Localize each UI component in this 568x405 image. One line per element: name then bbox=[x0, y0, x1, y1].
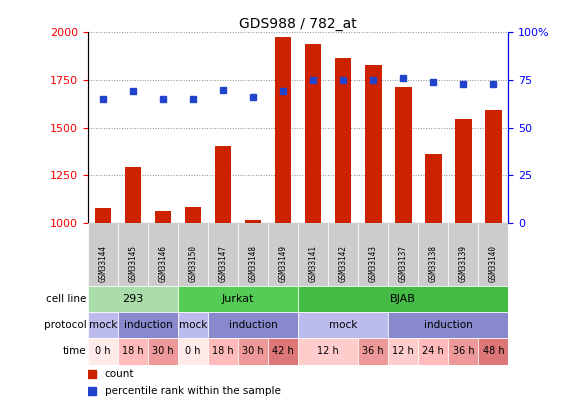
Text: cell line: cell line bbox=[46, 294, 86, 304]
Text: mock: mock bbox=[329, 320, 357, 330]
Text: count: count bbox=[105, 369, 135, 379]
Bar bbox=[178, 338, 208, 365]
Text: protocol: protocol bbox=[44, 320, 86, 330]
Text: 48 h: 48 h bbox=[483, 346, 504, 356]
Bar bbox=[245, 220, 261, 223]
Text: GSM33143: GSM33143 bbox=[369, 245, 378, 282]
Bar bbox=[88, 223, 118, 286]
Bar bbox=[485, 111, 502, 223]
Text: 36 h: 36 h bbox=[362, 346, 384, 356]
Bar bbox=[418, 338, 448, 365]
Bar bbox=[335, 58, 352, 223]
Text: 18 h: 18 h bbox=[212, 346, 234, 356]
Bar bbox=[455, 119, 471, 223]
Text: 36 h: 36 h bbox=[453, 346, 474, 356]
Bar bbox=[298, 338, 358, 365]
Text: percentile rank within the sample: percentile rank within the sample bbox=[105, 386, 281, 396]
Bar bbox=[275, 37, 291, 223]
Text: GSM33140: GSM33140 bbox=[489, 245, 498, 282]
Text: mock: mock bbox=[179, 320, 207, 330]
Bar bbox=[358, 223, 389, 286]
Text: 24 h: 24 h bbox=[423, 346, 444, 356]
Bar bbox=[328, 223, 358, 286]
Text: GSM33139: GSM33139 bbox=[459, 245, 468, 282]
Bar bbox=[268, 223, 298, 286]
Bar bbox=[305, 44, 321, 223]
Bar bbox=[448, 338, 478, 365]
Text: Jurkat: Jurkat bbox=[222, 294, 254, 304]
Bar bbox=[395, 87, 412, 223]
Text: induction: induction bbox=[424, 320, 473, 330]
Bar bbox=[148, 223, 178, 286]
Text: 30 h: 30 h bbox=[243, 346, 264, 356]
Bar bbox=[208, 223, 238, 286]
Bar bbox=[118, 338, 148, 365]
Bar bbox=[148, 338, 178, 365]
Bar bbox=[298, 286, 508, 312]
Text: GSM33146: GSM33146 bbox=[158, 245, 168, 282]
Text: GSM33149: GSM33149 bbox=[279, 245, 287, 282]
Text: 0 h: 0 h bbox=[95, 346, 111, 356]
Bar bbox=[365, 65, 382, 223]
Bar bbox=[389, 223, 418, 286]
Bar bbox=[478, 223, 508, 286]
Text: 0 h: 0 h bbox=[185, 346, 201, 356]
Text: GSM33137: GSM33137 bbox=[399, 245, 408, 282]
Text: 30 h: 30 h bbox=[152, 346, 174, 356]
Text: induction: induction bbox=[229, 320, 278, 330]
Bar bbox=[389, 338, 418, 365]
Bar bbox=[298, 223, 328, 286]
Bar bbox=[448, 223, 478, 286]
Bar bbox=[298, 312, 389, 338]
Text: BJAB: BJAB bbox=[390, 294, 416, 304]
Text: GSM33145: GSM33145 bbox=[128, 245, 137, 282]
Bar bbox=[118, 223, 148, 286]
Bar bbox=[178, 223, 208, 286]
Text: 293: 293 bbox=[123, 294, 144, 304]
Bar bbox=[478, 338, 508, 365]
Bar bbox=[418, 223, 448, 286]
Bar bbox=[95, 209, 111, 223]
Bar bbox=[88, 338, 118, 365]
Bar bbox=[238, 223, 268, 286]
Bar bbox=[88, 312, 118, 338]
Bar bbox=[215, 146, 231, 223]
Bar bbox=[208, 312, 298, 338]
Text: GSM33142: GSM33142 bbox=[339, 245, 348, 282]
Bar bbox=[155, 211, 172, 223]
Bar bbox=[125, 166, 141, 223]
Bar bbox=[178, 312, 208, 338]
Bar bbox=[208, 338, 238, 365]
Bar bbox=[358, 338, 389, 365]
Text: induction: induction bbox=[124, 320, 173, 330]
Bar bbox=[389, 312, 508, 338]
Text: mock: mock bbox=[89, 320, 117, 330]
Bar bbox=[268, 338, 298, 365]
Bar bbox=[238, 338, 268, 365]
Text: 18 h: 18 h bbox=[122, 346, 144, 356]
Bar bbox=[185, 207, 202, 223]
Bar bbox=[178, 286, 298, 312]
Text: GSM33144: GSM33144 bbox=[99, 245, 107, 282]
Text: 12 h: 12 h bbox=[318, 346, 339, 356]
Text: GSM33147: GSM33147 bbox=[219, 245, 228, 282]
Bar bbox=[88, 286, 178, 312]
Bar bbox=[425, 154, 441, 223]
Text: GSM33150: GSM33150 bbox=[189, 245, 198, 282]
Text: GSM33138: GSM33138 bbox=[429, 245, 438, 282]
Text: GSM33141: GSM33141 bbox=[309, 245, 318, 282]
Title: GDS988 / 782_at: GDS988 / 782_at bbox=[239, 17, 357, 31]
Text: GSM33148: GSM33148 bbox=[249, 245, 258, 282]
Text: time: time bbox=[63, 346, 86, 356]
Bar bbox=[118, 312, 178, 338]
Text: 12 h: 12 h bbox=[392, 346, 414, 356]
Text: 42 h: 42 h bbox=[272, 346, 294, 356]
